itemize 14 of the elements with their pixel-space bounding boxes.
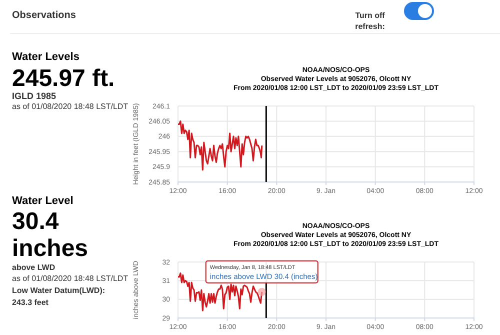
text: IGLD 1985 — [12, 91, 56, 101]
text: Turn off refresh: — [355, 11, 386, 31]
text: inches — [12, 235, 88, 262]
text: Observations — [12, 10, 76, 21]
text: as of 01/08/2020 18:48 LST/LDT — [12, 102, 128, 111]
text: 245.97 ft. — [12, 65, 115, 92]
text: 30.4 — [12, 208, 60, 235]
text: as of 01/08/2020 18:48 LST/LDT — [12, 274, 128, 283]
text: above LWD — [12, 263, 56, 272]
line-series — [177, 120, 263, 171]
text: Low Water Datum(LWD): — [12, 286, 106, 295]
text: 243.3 feet — [12, 298, 49, 307]
text: Water Level — [12, 195, 74, 207]
text: Water Levels — [12, 51, 80, 63]
